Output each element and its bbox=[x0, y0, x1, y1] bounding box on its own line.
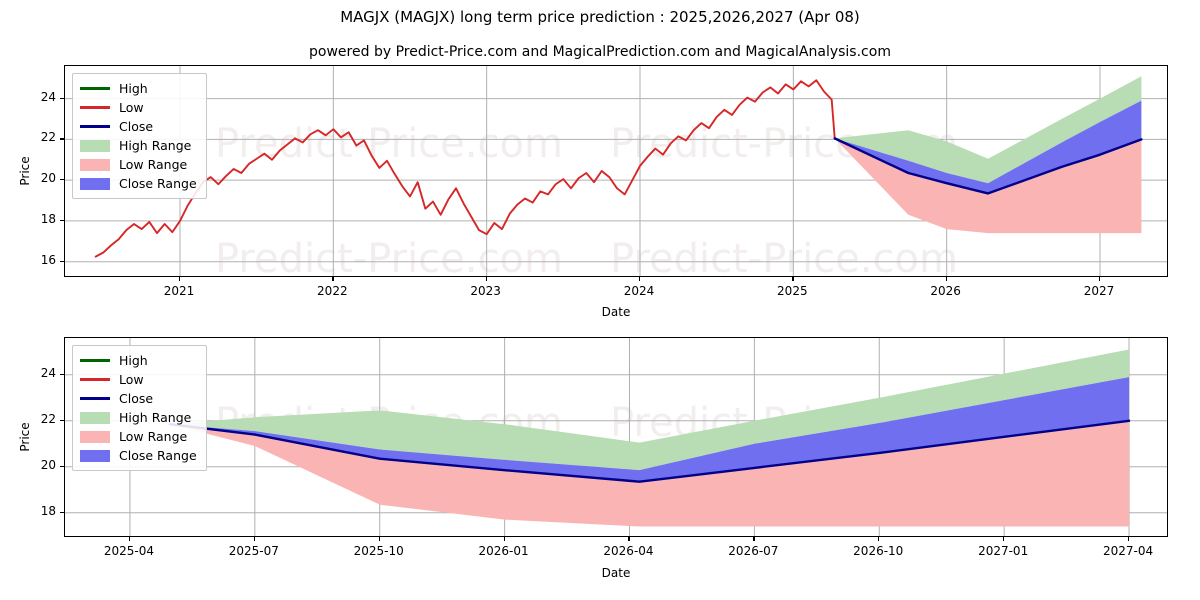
legend-label: High bbox=[119, 353, 148, 368]
y-tick-mark bbox=[60, 219, 64, 222]
legend-item-low-range[interactable]: Low Range bbox=[80, 155, 197, 174]
x-tick-label: 2027-01 bbox=[978, 544, 1029, 558]
forecast-chart-svg bbox=[65, 338, 1167, 536]
x-tick-mark bbox=[503, 537, 505, 541]
x-tick-mark bbox=[128, 537, 131, 541]
forecast-chart-panel: Predict-Price.com Predict-Price.com High… bbox=[64, 337, 1168, 537]
legend-item-close-range[interactable]: Close Range bbox=[80, 446, 197, 465]
legend-swatch-close-range-icon bbox=[80, 177, 110, 190]
x-tick-mark bbox=[753, 537, 755, 541]
legend-label: High Range bbox=[119, 410, 192, 425]
y-tick-label: 24 bbox=[40, 89, 56, 104]
y-tick-label: 24 bbox=[40, 365, 56, 380]
y-tick-label: 22 bbox=[40, 411, 56, 426]
legend-label: Low Range bbox=[119, 429, 188, 444]
x-tick-mark bbox=[878, 537, 880, 541]
x-tick-mark bbox=[1003, 537, 1005, 541]
x-tick-mark bbox=[1099, 277, 1101, 281]
legend-item-high[interactable]: High bbox=[80, 351, 197, 370]
legend-swatch-high-icon bbox=[80, 83, 110, 94]
legend-label: Close Range bbox=[119, 176, 197, 191]
overview-chart-panel: Predict-Price.com Predict-Price.com Pred… bbox=[64, 65, 1168, 277]
x-tick-label: 2025 bbox=[777, 284, 808, 298]
y-tick-label: 16 bbox=[40, 252, 56, 267]
legend-swatch-high-range-icon bbox=[80, 139, 110, 152]
y-tick-mark bbox=[60, 179, 64, 181]
x-tick-label: 2027 bbox=[1083, 284, 1115, 298]
x-tick-label: 2026-04 bbox=[603, 544, 654, 558]
y-tick-mark bbox=[60, 373, 64, 375]
x-tick-label: 2026-01 bbox=[478, 544, 529, 558]
legend-swatch-low-icon bbox=[80, 102, 110, 113]
y-tick-label: 22 bbox=[40, 130, 56, 145]
y-tick-mark bbox=[60, 138, 64, 140]
y-tick-mark bbox=[60, 511, 64, 513]
y-tick-mark bbox=[60, 97, 64, 99]
legend-swatch-low-icon bbox=[80, 374, 110, 385]
overview-plot-area: Predict-Price.com Predict-Price.com Pred… bbox=[64, 65, 1168, 277]
legend-label: Low bbox=[119, 100, 144, 115]
x-tick-mark bbox=[253, 537, 255, 541]
legend-label: High bbox=[119, 81, 148, 96]
forecast-plot-area: Predict-Price.com Predict-Price.com bbox=[64, 337, 1168, 537]
x-tick-label: 2025-10 bbox=[353, 544, 404, 558]
x-tick-label: 2026-07 bbox=[728, 544, 779, 558]
x-tick-label: 2027-04 bbox=[1102, 544, 1154, 558]
legend-item-low-range[interactable]: Low Range bbox=[80, 427, 197, 446]
x-tick-mark bbox=[1128, 537, 1130, 541]
legend-label: Low Range bbox=[119, 157, 188, 172]
x-tick-mark bbox=[639, 277, 641, 281]
overview-x-axis-label: Date bbox=[601, 305, 631, 319]
forecast-legend: High Low Close High Range Low Range Close Ran… bbox=[72, 345, 207, 471]
x-tick-label: 2025-04 bbox=[103, 544, 154, 558]
legend-item-high-range[interactable]: High Range bbox=[80, 136, 197, 155]
legend-swatch-low-range-icon bbox=[80, 430, 110, 443]
y-tick-mark bbox=[60, 419, 64, 421]
x-tick-label: 2026-10 bbox=[853, 544, 904, 558]
x-tick-label: 2023 bbox=[470, 284, 501, 298]
x-tick-mark bbox=[179, 277, 181, 281]
legend-swatch-close-icon bbox=[80, 121, 110, 132]
legend-item-low[interactable]: Low bbox=[80, 370, 197, 389]
x-tick-label: 2022 bbox=[317, 284, 348, 298]
y-tick-label: 20 bbox=[40, 457, 56, 472]
legend-item-close-range[interactable]: Close Range bbox=[80, 174, 197, 193]
x-tick-label: 2026 bbox=[930, 284, 961, 298]
legend-label: High Range bbox=[119, 138, 192, 153]
overview-legend: High Low Close High Range Low Range Close Ran… bbox=[72, 73, 207, 199]
legend-item-low[interactable]: Low bbox=[80, 98, 197, 117]
x-tick-label: 2024 bbox=[623, 284, 655, 298]
forecast-x-axis-label: Date bbox=[601, 566, 631, 580]
x-tick-mark bbox=[945, 277, 947, 281]
legend-label: Close bbox=[119, 119, 154, 134]
legend-swatch-close-icon bbox=[80, 393, 110, 404]
legend-swatch-close-range-icon bbox=[80, 449, 110, 462]
y-tick-label: 18 bbox=[40, 503, 56, 518]
legend-item-high-range[interactable]: High Range bbox=[80, 408, 197, 427]
y-tick-mark bbox=[60, 260, 64, 262]
overview-chart-svg bbox=[65, 66, 1167, 276]
legend-label: Close bbox=[119, 391, 154, 406]
x-tick-label: 2025-07 bbox=[228, 544, 279, 558]
page-subtitle: powered by Predict-Price.com and Magical… bbox=[309, 44, 891, 60]
x-tick-mark bbox=[485, 277, 487, 281]
y-tick-mark bbox=[60, 465, 64, 467]
legend-item-high[interactable]: High bbox=[80, 79, 197, 98]
legend-swatch-low-range-icon bbox=[80, 158, 110, 171]
legend-item-close[interactable]: Close bbox=[80, 117, 197, 136]
x-tick-mark bbox=[332, 277, 334, 281]
x-tick-mark bbox=[628, 537, 630, 541]
y-tick-label: 18 bbox=[40, 211, 56, 226]
legend-label: Close Range bbox=[119, 448, 197, 463]
legend-swatch-high-range-icon bbox=[80, 411, 110, 424]
x-tick-label: 2021 bbox=[163, 284, 195, 298]
legend-swatch-high-icon bbox=[80, 355, 110, 366]
legend-label: Low bbox=[119, 372, 144, 387]
legend-item-close[interactable]: Close bbox=[80, 389, 197, 408]
x-tick-mark bbox=[792, 277, 794, 281]
page-title: MAGJX (MAGJX) long term price prediction… bbox=[340, 8, 860, 26]
y-tick-label: 20 bbox=[40, 171, 56, 186]
x-tick-mark bbox=[378, 537, 380, 541]
